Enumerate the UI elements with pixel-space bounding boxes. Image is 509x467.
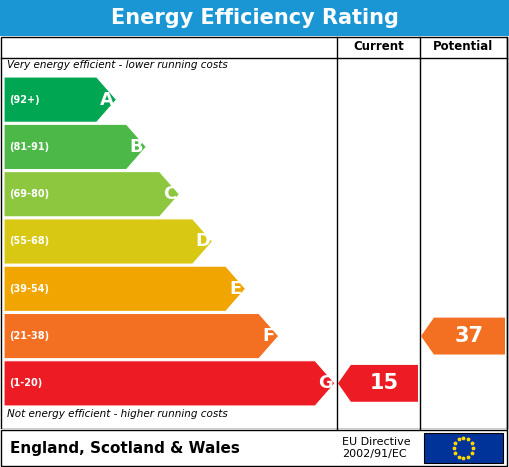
Polygon shape — [4, 266, 246, 311]
Text: (92+): (92+) — [9, 95, 40, 105]
Bar — [1, 430, 507, 466]
Text: C: C — [163, 185, 176, 203]
Polygon shape — [4, 313, 279, 359]
Text: (69-80): (69-80) — [9, 189, 49, 199]
Text: 15: 15 — [370, 373, 399, 393]
Polygon shape — [4, 77, 117, 122]
Text: F: F — [263, 327, 275, 345]
Text: (55-68): (55-68) — [9, 236, 49, 247]
Text: (81-91): (81-91) — [9, 142, 49, 152]
Text: B: B — [130, 138, 143, 156]
Bar — [0, 429, 509, 467]
Polygon shape — [4, 124, 146, 170]
Text: (21-38): (21-38) — [9, 331, 49, 341]
Bar — [1, 37, 507, 429]
Text: Very energy efficient - lower running costs: Very energy efficient - lower running co… — [7, 60, 228, 70]
Polygon shape — [4, 361, 335, 406]
Text: Not energy efficient - higher running costs: Not energy efficient - higher running co… — [7, 409, 228, 419]
Text: Energy Efficiency Rating: Energy Efficiency Rating — [110, 8, 399, 28]
Text: G: G — [318, 375, 332, 392]
Text: Current: Current — [353, 41, 404, 54]
Text: England, Scotland & Wales: England, Scotland & Wales — [10, 440, 240, 455]
Text: E: E — [230, 280, 242, 298]
Text: (39-54): (39-54) — [9, 284, 49, 294]
Polygon shape — [338, 365, 418, 402]
Text: 37: 37 — [455, 326, 484, 346]
Text: A: A — [100, 91, 114, 109]
Polygon shape — [421, 318, 505, 354]
Text: EU Directive
2002/91/EC: EU Directive 2002/91/EC — [342, 437, 411, 459]
Bar — [0, 0, 509, 36]
Polygon shape — [4, 171, 180, 217]
Text: D: D — [195, 233, 210, 250]
Polygon shape — [4, 219, 213, 264]
Bar — [424, 433, 503, 463]
Text: (1-20): (1-20) — [9, 378, 42, 389]
Text: Potential: Potential — [433, 41, 494, 54]
